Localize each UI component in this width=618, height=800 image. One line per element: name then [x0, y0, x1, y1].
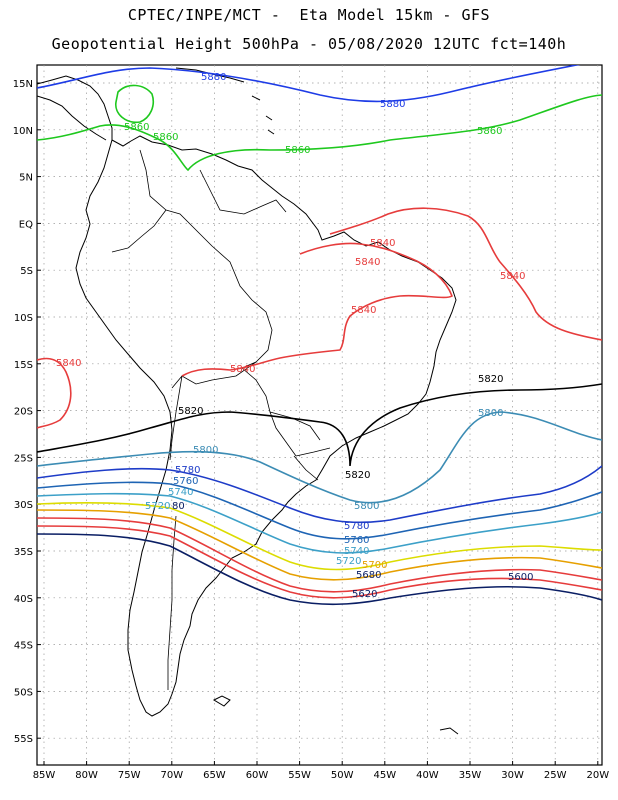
label-5720-b: 5720 [336, 556, 361, 567]
lon-tick-label: 55W [288, 770, 311, 781]
label-5860-a: 5860 [124, 122, 149, 133]
lon-tick-label: 60W [246, 770, 269, 781]
label-5840-b: 5840 [355, 257, 380, 268]
contour-5880 [37, 65, 581, 103]
map-frame [36, 64, 603, 766]
lat-tick-label: 15S [14, 360, 33, 371]
contour-5620 [37, 525, 602, 599]
label-5760-a: 5760 [173, 476, 198, 487]
lon-tick-label: 45W [373, 770, 396, 781]
country-borders [111, 149, 331, 690]
contour-5720 [37, 502, 602, 571]
lat-tick-label: 5N [19, 173, 33, 184]
label-5700: 5700 [362, 560, 387, 571]
contour-5600 [37, 533, 602, 606]
contour-5740 [37, 492, 602, 554]
label-5680: 5680 [356, 570, 381, 581]
lat-tick-label: 10S [14, 313, 33, 324]
lat-tick-label: 55S [14, 734, 33, 745]
contour-5840-west [37, 357, 72, 429]
lon-tick-label: 40W [416, 770, 439, 781]
contour-5820 [37, 383, 602, 467]
graticule [37, 65, 602, 765]
falkland-islands [212, 695, 231, 707]
label-5840-a: 5840 [370, 238, 395, 249]
label-5740-b: 5740 [344, 546, 369, 557]
contour-5780 [37, 465, 602, 524]
lon-tick-label: 50W [331, 770, 354, 781]
map-title-line2: Geopotential Height 500hPa - 05/08/2020 … [51, 35, 567, 53]
label-5840-c: 5840 [500, 271, 525, 282]
lat-tick-label: 10N [13, 126, 33, 137]
label-80: 80 [172, 501, 185, 512]
south-georgia [439, 727, 459, 735]
contour-5860-closed [115, 84, 155, 124]
lon-tick-label: 80W [75, 770, 98, 781]
label-5800-b: 5800 [193, 445, 218, 456]
lat-tick-label: 15N [13, 79, 33, 90]
label-5820-c: 5820 [345, 470, 370, 481]
label-5840-e: 5840 [56, 358, 81, 369]
contour-5800 [37, 411, 602, 504]
contour-5860 [37, 94, 602, 172]
label-5800-a: 5800 [478, 408, 503, 419]
contour-5700 [37, 509, 602, 581]
label-5780-b: 5780 [344, 521, 369, 532]
label-5740-a: 5740 [168, 487, 193, 498]
contour-labels: 5880 5880 5860 5860 5860 5860 5840 5840 … [56, 72, 533, 600]
lat-tick-label: 30S [14, 500, 33, 511]
lat-tick-label: EQ [19, 219, 33, 230]
label-5620: 5620 [352, 589, 377, 600]
label-5820-a: 5820 [478, 374, 503, 385]
axis-ticks: 15N 10N 5N EQ 5S 10S 15S 20S 25S 30S 35S 40S 45S 50S 5… [13, 79, 609, 781]
lat-tick-label: 50S [14, 687, 33, 698]
lat-tick-label: 40S [14, 594, 33, 605]
label-5860-b: 5860 [153, 132, 178, 143]
lat-tick-label: 25S [14, 453, 33, 464]
label-5860-d: 5860 [477, 126, 502, 137]
label-5880-a: 5880 [201, 72, 226, 83]
central-america-coast [37, 75, 113, 141]
contour-5840-inner [181, 242, 453, 377]
lat-tick-label: 5S [20, 266, 33, 277]
contour-5840-east [329, 207, 602, 341]
contour-5760 [37, 481, 602, 540]
lon-tick-label: 65W [203, 770, 226, 781]
label-5800-c: 5800 [354, 501, 379, 512]
lon-tick-label: 70W [160, 770, 183, 781]
height-contours [37, 65, 602, 606]
label-5760-b: 5760 [344, 535, 369, 546]
lat-tick-label: 45S [14, 641, 33, 652]
lon-tick-label: 85W [33, 770, 56, 781]
label-5840-d: 5840 [351, 305, 376, 316]
lon-tick-label: 20W [586, 770, 609, 781]
map-title-line1: CPTEC/INPE/MCT - Eta Model 15km - GFS [127, 6, 491, 24]
lat-tick-label: 35S [14, 547, 33, 558]
label-5820-b: 5820 [178, 406, 203, 417]
label-5780-a: 5780 [175, 465, 200, 476]
label-5880-b: 5880 [380, 99, 405, 110]
lat-tick-label: 20S [14, 407, 33, 418]
label-5600: 5600 [508, 572, 533, 583]
lon-tick-label: 75W [118, 770, 141, 781]
label-5840-f: 5840 [230, 364, 255, 375]
contour-5680 [37, 517, 602, 593]
label-5720-a: 5720 [145, 501, 170, 512]
label-5860-c: 5860 [285, 145, 310, 156]
lon-tick-label: 30W [501, 770, 524, 781]
lon-tick-label: 25W [544, 770, 567, 781]
lon-tick-label: 35W [459, 770, 482, 781]
